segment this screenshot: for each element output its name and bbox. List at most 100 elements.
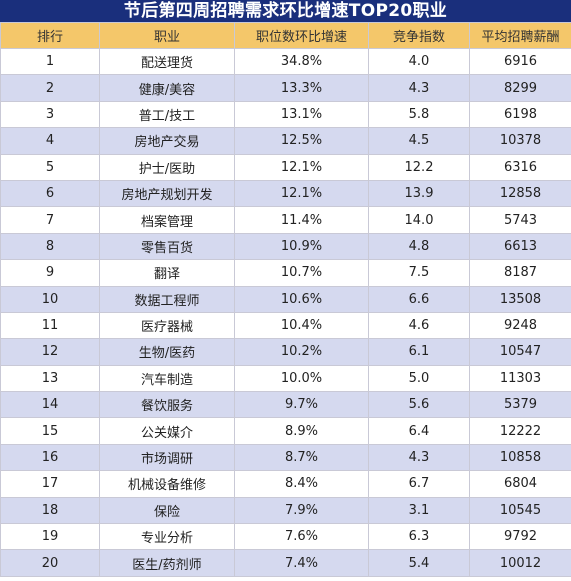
competition-index-cell: 13.9 (368, 179, 470, 208)
rank-cell: 2 (0, 74, 100, 102)
rank-cell: 13 (0, 364, 100, 393)
table-row: 10 数据工程师 10.6% 6.6 13508 (0, 285, 571, 313)
table-row: 9 翻译 10.7% 7.5 8187 (0, 259, 571, 287)
salary-cell: 9792 (469, 523, 571, 551)
rank-cell: 3 (0, 100, 100, 129)
competition-index-cell: 6.4 (368, 417, 470, 445)
table-row: 5 护士/医助 12.1% 12.2 6316 (0, 153, 571, 181)
salary-cell: 6198 (469, 100, 571, 129)
table-row: 16 市场调研 8.7% 4.3 10858 (0, 443, 571, 472)
rank-cell: 5 (0, 153, 100, 181)
table-row: 11 医疗器械 10.4% 4.6 9248 (0, 311, 571, 340)
competition-index-cell: 4.0 (368, 47, 470, 76)
table-row: 6 房地产规划开发 12.1% 13.9 12858 (0, 179, 571, 208)
salary-cell: 10547 (469, 338, 571, 366)
competition-index-cell: 5.8 (368, 100, 470, 129)
rank-cell: 7 (0, 206, 100, 234)
salary-cell: 5743 (469, 206, 571, 234)
growth-rate-cell: 34.8% (234, 47, 369, 76)
salary-cell: 6613 (469, 232, 571, 261)
salary-cell: 10858 (469, 443, 571, 472)
occupation-cell: 档案管理 (99, 206, 235, 234)
header-row: 排行 职业 职位数环比增速 竞争指数 平均招聘薪酬 (0, 22, 571, 49)
rank-cell: 15 (0, 417, 100, 445)
header-average-salary: 平均招聘薪酬 (469, 22, 571, 49)
growth-rate-cell: 10.2% (234, 338, 369, 366)
rank-cell: 4 (0, 127, 100, 155)
rank-cell: 14 (0, 391, 100, 419)
competition-index-cell: 12.2 (368, 153, 470, 181)
table-row: 2 健康/美容 13.3% 4.3 8299 (0, 74, 571, 102)
occupation-cell: 市场调研 (99, 443, 235, 472)
header-occupation: 职业 (99, 22, 235, 49)
competition-index-cell: 6.1 (368, 338, 470, 366)
table-title: 节后第四周招聘需求环比增速TOP20职业 (0, 0, 571, 22)
salary-cell: 8187 (469, 259, 571, 287)
ranking-table: 排行 职业 职位数环比增速 竞争指数 平均招聘薪酬 1 配送理货 34.8% 4.0 6… (0, 22, 571, 577)
table-row: 18 保险 7.9% 3.1 10545 (0, 496, 571, 525)
header-competition-index: 竞争指数 (368, 22, 470, 49)
rank-cell: 8 (0, 232, 100, 261)
growth-rate-cell: 13.1% (234, 100, 369, 129)
growth-rate-cell: 7.4% (234, 549, 369, 577)
table-row: 4 房地产交易 12.5% 4.5 10378 (0, 127, 571, 155)
competition-index-cell: 7.5 (368, 259, 470, 287)
growth-rate-cell: 10.0% (234, 364, 369, 393)
occupation-cell: 数据工程师 (99, 285, 235, 313)
rank-cell: 11 (0, 311, 100, 340)
rank-cell: 20 (0, 549, 100, 577)
table-row: 20 医生/药剂师 7.4% 5.4 10012 (0, 549, 571, 577)
occupation-cell: 健康/美容 (99, 74, 235, 102)
table-row: 15 公关媒介 8.9% 6.4 12222 (0, 417, 571, 445)
growth-rate-cell: 10.4% (234, 311, 369, 340)
salary-cell: 10545 (469, 496, 571, 525)
table-row: 3 普工/技工 13.1% 5.8 6198 (0, 100, 571, 129)
occupation-cell: 保险 (99, 496, 235, 525)
competition-index-cell: 5.0 (368, 364, 470, 393)
occupation-cell: 生物/医药 (99, 338, 235, 366)
table-row: 13 汽车制造 10.0% 5.0 11303 (0, 364, 571, 393)
header-growth-rate: 职位数环比增速 (234, 22, 369, 49)
growth-rate-cell: 10.9% (234, 232, 369, 261)
growth-rate-cell: 8.4% (234, 470, 369, 498)
table-row: 12 生物/医药 10.2% 6.1 10547 (0, 338, 571, 366)
rank-cell: 17 (0, 470, 100, 498)
growth-rate-cell: 12.5% (234, 127, 369, 155)
rank-cell: 1 (0, 47, 100, 76)
salary-cell: 12222 (469, 417, 571, 445)
rank-cell: 12 (0, 338, 100, 366)
competition-index-cell: 6.7 (368, 470, 470, 498)
growth-rate-cell: 8.7% (234, 443, 369, 472)
growth-rate-cell: 7.9% (234, 496, 369, 525)
occupation-cell: 医疗器械 (99, 311, 235, 340)
occupation-cell: 公关媒介 (99, 417, 235, 445)
header-rank: 排行 (0, 22, 100, 49)
competition-index-cell: 6.3 (368, 523, 470, 551)
competition-index-cell: 3.1 (368, 496, 470, 525)
competition-index-cell: 4.6 (368, 311, 470, 340)
occupation-cell: 医生/药剂师 (99, 549, 235, 577)
table-row: 14 餐饮服务 9.7% 5.6 5379 (0, 391, 571, 419)
occupation-cell: 餐饮服务 (99, 391, 235, 419)
salary-cell: 8299 (469, 74, 571, 102)
growth-rate-cell: 9.7% (234, 391, 369, 419)
salary-cell: 6804 (469, 470, 571, 498)
salary-cell: 6916 (469, 47, 571, 76)
rank-cell: 18 (0, 496, 100, 525)
occupation-cell: 房地产规划开发 (99, 179, 235, 208)
rank-cell: 9 (0, 259, 100, 287)
rank-cell: 10 (0, 285, 100, 313)
salary-cell: 11303 (469, 364, 571, 393)
competition-index-cell: 4.3 (368, 74, 470, 102)
growth-rate-cell: 11.4% (234, 206, 369, 234)
salary-cell: 9248 (469, 311, 571, 340)
competition-index-cell: 4.3 (368, 443, 470, 472)
rank-cell: 19 (0, 523, 100, 551)
growth-rate-cell: 13.3% (234, 74, 369, 102)
table-row: 7 档案管理 11.4% 14.0 5743 (0, 206, 571, 234)
growth-rate-cell: 7.6% (234, 523, 369, 551)
competition-index-cell: 4.5 (368, 127, 470, 155)
growth-rate-cell: 10.6% (234, 285, 369, 313)
occupation-cell: 普工/技工 (99, 100, 235, 129)
